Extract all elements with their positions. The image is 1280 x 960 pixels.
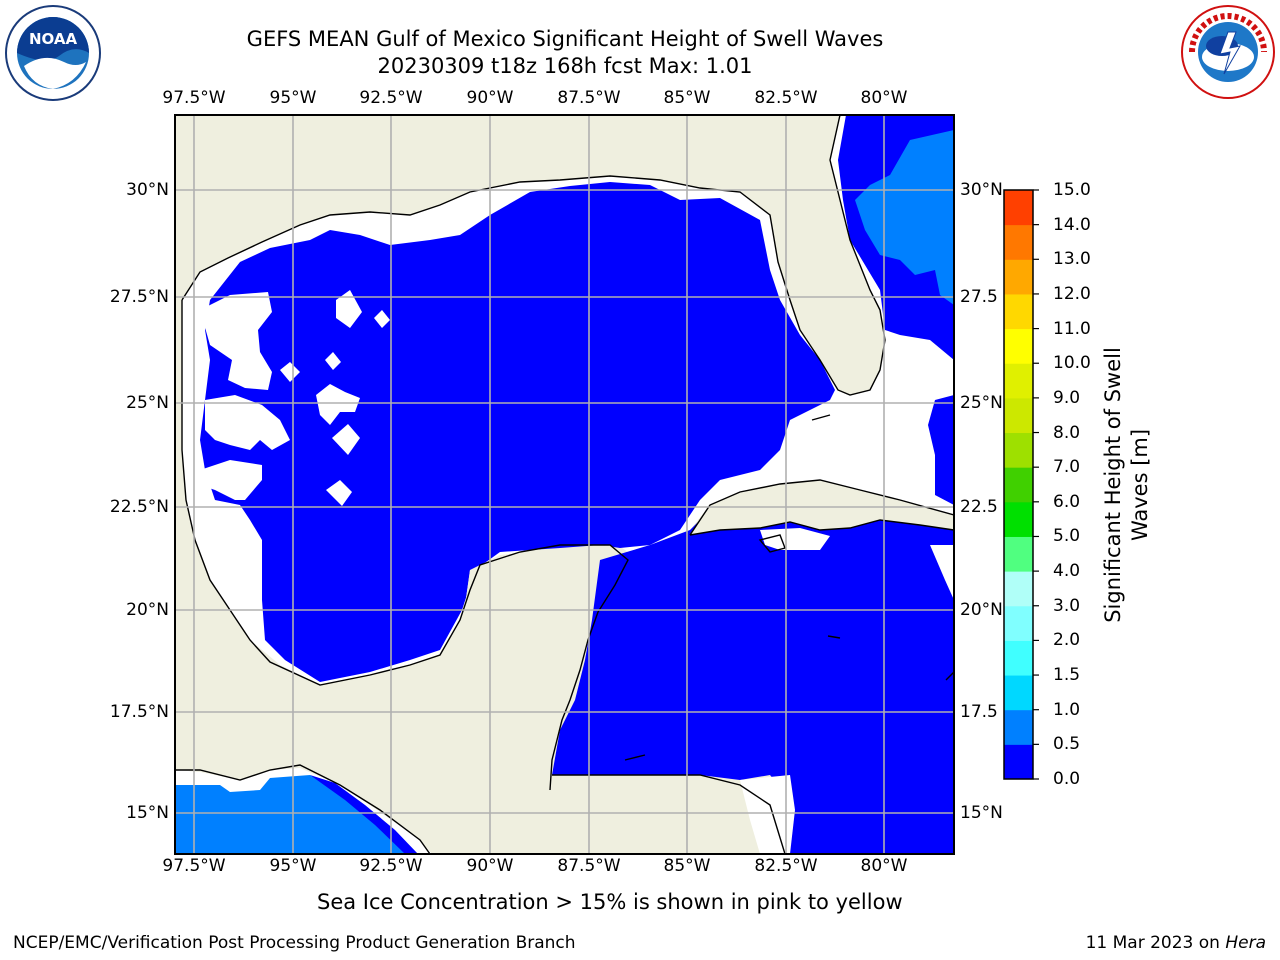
lon-tick-bottom: 95°W: [269, 856, 317, 876]
caribbean-water: [552, 500, 954, 854]
colorbar-segment: [1004, 397, 1033, 434]
footer-credit: NCEP/EMC/Verification Post Processing Pr…: [13, 933, 576, 953]
colorbar-frame: [1003, 189, 1034, 780]
colorbar-tick-label: 13.0: [1053, 249, 1091, 270]
footer-date: 11 Mar 2023 on Hera: [1086, 933, 1266, 953]
sea-ice-note: Sea Ice Concentration > 15% is shown in …: [317, 890, 903, 914]
colorbar-tick-label: 14.0: [1053, 214, 1091, 235]
lat-tick-left: 20°N: [126, 600, 169, 620]
colorbar-tick-label: 12.0: [1053, 283, 1091, 304]
colorbar-segment: [1004, 224, 1033, 260]
colorbar-tick-label: 5.0: [1053, 526, 1081, 547]
colorbar-tick-label: 6.0: [1053, 491, 1081, 512]
map-title: GEFS MEAN Gulf of Mexico Significant Hei…: [246, 27, 884, 51]
noaa-logo: NOAA: [5, 5, 101, 101]
colorbar-tick-label: 11.0: [1053, 318, 1091, 339]
colorbar-tick-label: 10.0: [1053, 353, 1091, 374]
lat-tick-left: 27.5°N: [109, 287, 169, 307]
colorbar-segment: [1004, 744, 1033, 780]
lat-tick-left: 15°N: [126, 803, 169, 823]
mexico-coast-land: [175, 115, 470, 770]
footer-date-text: 11 Mar 2023 on: [1085, 933, 1226, 953]
lon-tick-top: 97.5°W: [162, 88, 226, 108]
lat-tick-right: 22.5: [960, 497, 998, 517]
map-frame: [174, 114, 955, 855]
colorbar-label: Significant Height of Swell Waves [m]: [1100, 347, 1154, 623]
lat-tick-right: 30°N: [960, 180, 1003, 200]
colorbar-tick-label: 8.0: [1053, 422, 1081, 443]
colorbar-segment: [1004, 363, 1033, 399]
colorbar-tick-label: 4.0: [1053, 561, 1081, 582]
colorbar-tick-label: 1.5: [1053, 665, 1081, 686]
lon-tick-top: 90°W: [466, 88, 514, 108]
lon-tick-top: 85°W: [663, 88, 711, 108]
lon-tick-bottom: 97.5°W: [162, 856, 226, 876]
lat-tick-right: 25°N: [960, 393, 1003, 413]
colorbar-tick-label: 9.0: [1053, 387, 1081, 408]
nws-logo: [1180, 4, 1276, 100]
lon-tick-top: 82.5°W: [754, 88, 818, 108]
colorbar-tick-label: 1.0: [1053, 699, 1081, 720]
graticule: [175, 115, 954, 854]
lon-tick-bottom: 92.5°W: [359, 856, 423, 876]
colorbar-tick-label: 3.0: [1053, 595, 1081, 616]
map-subtitle: 20230309 t18z 168h fcst Max: 1.01: [377, 54, 753, 78]
colorbar-segment: [1004, 536, 1033, 572]
footer-host: Hera: [1225, 933, 1266, 953]
us-gulf-coast-land: [470, 115, 885, 395]
colorbar-label-line1: Significant Height of Swell: [1101, 347, 1125, 623]
colorbar-segment: [1004, 709, 1033, 745]
yucatan-land: [175, 545, 780, 854]
lat-tick-right: 20°N: [960, 600, 1003, 620]
atlantic-swell-05: [855, 130, 954, 305]
colorbar-segment: [1004, 190, 1033, 226]
colorbar-label-line2: Waves [m]: [1128, 428, 1152, 542]
lon-tick-top: 92.5°W: [359, 88, 423, 108]
colorbar-segment: [1004, 640, 1033, 676]
lon-tick-bottom: 82.5°W: [754, 856, 818, 876]
lon-tick-bottom: 80°W: [860, 856, 908, 876]
colorbar-tick-label: 7.0: [1053, 457, 1081, 478]
colorbar-tick-label: 2.0: [1053, 630, 1081, 651]
lat-tick-left: 30°N: [126, 180, 169, 200]
lon-tick-bottom: 85°W: [663, 856, 711, 876]
lon-tick-bottom: 90°W: [466, 856, 514, 876]
lat-tick-left: 22.5°N: [109, 497, 169, 517]
east-caribbean-nodata: [930, 545, 954, 600]
nodata-patches: [200, 290, 390, 506]
colorbar-tick-label: 15.0: [1053, 180, 1091, 200]
colorbar-segment: [1004, 259, 1033, 295]
caribbean-nodata: [760, 528, 830, 550]
lat-tick-right: 17.5: [960, 702, 998, 722]
lon-tick-bottom: 87.5°W: [557, 856, 621, 876]
lat-tick-left: 25°N: [126, 393, 169, 413]
colorbar-tick-label: 0.0: [1053, 769, 1081, 789]
colorbar-segment: [1004, 432, 1033, 468]
lat-tick-left: 17.5°N: [109, 702, 169, 722]
colorbar-segment: [1004, 467, 1033, 503]
colorbar-tick-label: 0.5: [1053, 734, 1081, 755]
lon-tick-top: 87.5°W: [557, 88, 621, 108]
lon-tick-top: 80°W: [860, 88, 908, 108]
svg-text:NOAA: NOAA: [29, 30, 78, 48]
lat-tick-right: 15°N: [960, 803, 1003, 823]
colorbar-segment: [1004, 605, 1033, 641]
colorbar-segment: [1004, 293, 1033, 330]
lon-tick-top: 95°W: [269, 88, 317, 108]
colorbar-segment: [1004, 675, 1033, 711]
colorbar-segment: [1004, 571, 1033, 607]
colorbar-segment: [1004, 501, 1033, 537]
lat-tick-right: 27.5: [960, 287, 998, 307]
colorbar-segment: [1004, 328, 1033, 364]
